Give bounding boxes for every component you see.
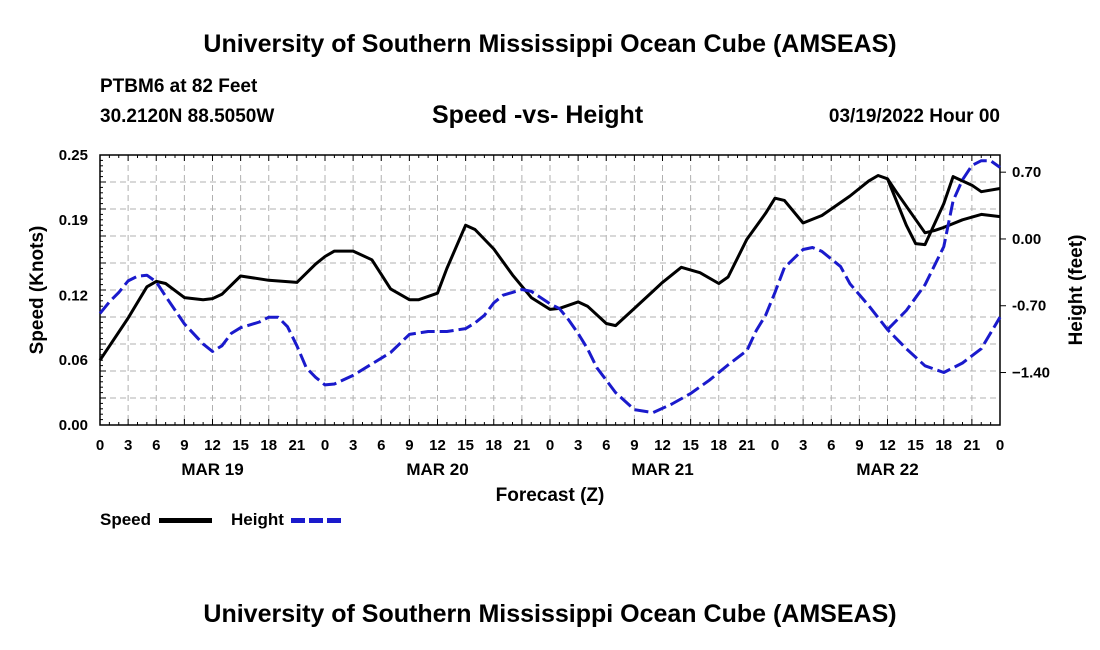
y2-axis-title: Height (feet) bbox=[1066, 235, 1087, 346]
height-series-line-segment bbox=[886, 159, 1001, 331]
y-tick-label: 0.00 bbox=[59, 417, 88, 434]
date-label: MAR 19 bbox=[181, 460, 243, 479]
legend-height-label: Height bbox=[231, 510, 284, 529]
y-tick-label: 0.19 bbox=[59, 212, 88, 229]
date-label: MAR 20 bbox=[406, 460, 468, 479]
x-tick-label: 15 bbox=[457, 437, 474, 454]
x-tick-label: 3 bbox=[124, 437, 132, 454]
x-tick-label: 15 bbox=[232, 437, 249, 454]
x-tick-label: 3 bbox=[349, 437, 357, 454]
chart-header-title: University of Southern Mississippi Ocean… bbox=[203, 30, 897, 58]
x-tick-label: 6 bbox=[377, 437, 385, 454]
y2-tick-label: 0.00 bbox=[1012, 231, 1041, 248]
x-tick-label: 9 bbox=[855, 437, 863, 454]
legend-speed-label: Speed bbox=[100, 510, 152, 529]
x-tick-label: 21 bbox=[289, 437, 306, 454]
x-tick-label: 0 bbox=[546, 437, 554, 454]
x-tick-label: 12 bbox=[879, 437, 896, 454]
x-tick-label: 15 bbox=[682, 437, 699, 454]
plot-frame bbox=[99, 154, 1001, 426]
x-tick-label: 0 bbox=[771, 437, 779, 454]
chart-subtitle: Speed -vs- Height bbox=[432, 101, 644, 129]
x-tick-label: 18 bbox=[935, 437, 952, 454]
x-axis-title: Forecast (Z) bbox=[496, 485, 605, 506]
forecast-run-time: 03/19/2022 Hour 00 bbox=[828, 106, 1000, 127]
x-tick-label: 0 bbox=[321, 437, 329, 454]
axes: 0 3 6 9 12 15 18 21 0 3 6 9 12 15 18 21 0 3 6 9 12 15 18 21 0 3 6 9… bbox=[27, 147, 1087, 506]
legend-speed-swatch bbox=[159, 518, 212, 523]
x-tick-label: 6 bbox=[602, 437, 610, 454]
x-tick-label: 18 bbox=[260, 437, 277, 454]
x-tick-label: 21 bbox=[739, 437, 756, 454]
speed-series-line-segment bbox=[886, 175, 1001, 247]
y2-tick-label: −1.40 bbox=[1012, 365, 1050, 382]
x-tick-label: 18 bbox=[485, 437, 502, 454]
y-tick-label: 0.25 bbox=[59, 147, 88, 164]
x-tick-label: 3 bbox=[574, 437, 582, 454]
x-tick-label: 3 bbox=[799, 437, 807, 454]
y-axis-title: Speed (Knots) bbox=[27, 226, 48, 355]
y2-tick-label: 0.70 bbox=[1012, 164, 1041, 181]
x-tick-label: 9 bbox=[630, 437, 638, 454]
height-series-line bbox=[98, 246, 1002, 415]
x-tick-label: 6 bbox=[827, 437, 835, 454]
x-tick-label: 0 bbox=[996, 437, 1004, 454]
y2-tick-label: -0.70 bbox=[1012, 298, 1046, 315]
x-tick-label: 9 bbox=[180, 437, 188, 454]
x-tick-label: 12 bbox=[429, 437, 446, 454]
x-tick-label: 21 bbox=[964, 437, 981, 454]
x-tick-label: 18 bbox=[710, 437, 727, 454]
x-tick-label: 21 bbox=[514, 437, 531, 454]
legend-height-swatch bbox=[291, 518, 344, 523]
date-label: MAR 21 bbox=[631, 460, 693, 479]
grid-lines bbox=[100, 155, 1000, 425]
station-name: PTBM6 at 82 Feet bbox=[100, 76, 258, 97]
series-lines bbox=[98, 159, 1002, 415]
x-tick-label: 0 bbox=[96, 437, 104, 454]
chart-footer-title: University of Southern Mississippi Ocean… bbox=[203, 600, 897, 628]
date-label: MAR 22 bbox=[856, 460, 918, 479]
x-tick-label: 9 bbox=[405, 437, 413, 454]
y-tick-label: 0.06 bbox=[59, 352, 88, 369]
x-tick-label: 15 bbox=[907, 437, 924, 454]
x-tick-label: 12 bbox=[204, 437, 221, 454]
x-tick-label: 12 bbox=[654, 437, 671, 454]
station-coordinates: 30.2120N 88.5050W bbox=[100, 106, 275, 127]
y-tick-label: 0.12 bbox=[59, 287, 88, 304]
x-tick-label: 6 bbox=[152, 437, 160, 454]
